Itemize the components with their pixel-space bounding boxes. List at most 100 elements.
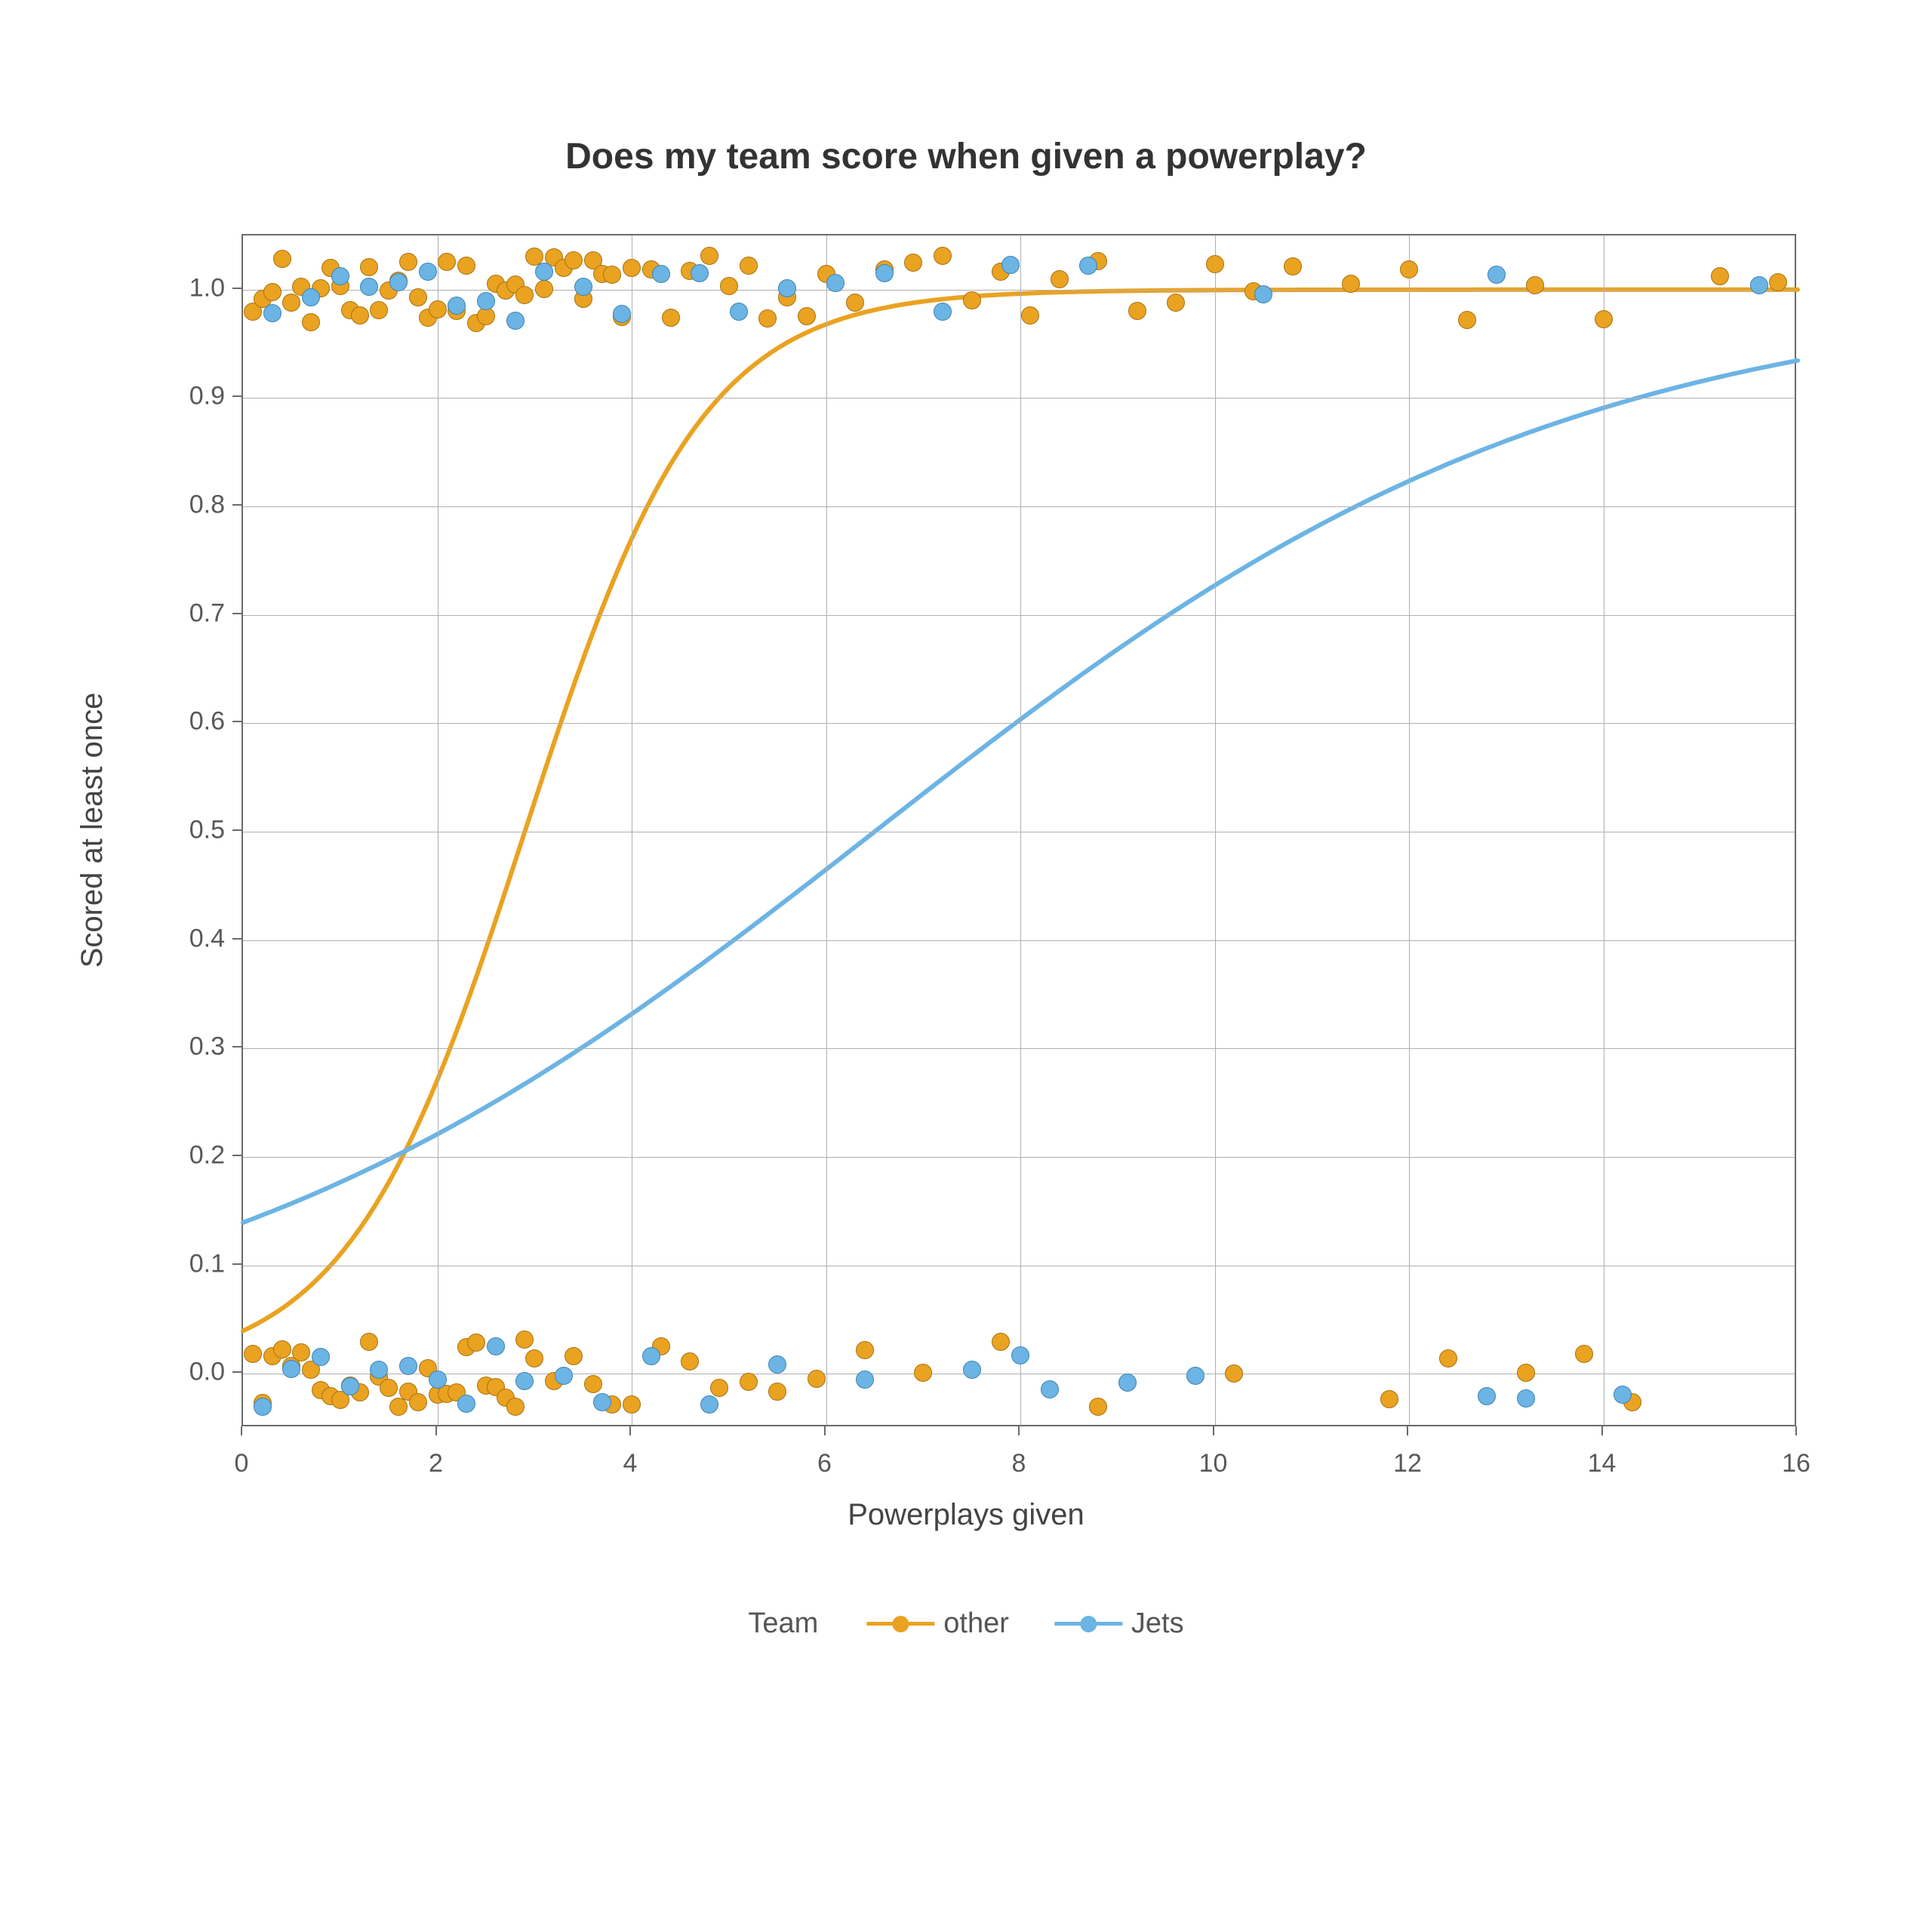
y-tick — [232, 1371, 242, 1373]
point-Jets — [778, 279, 796, 297]
point-other — [768, 1383, 786, 1401]
point-other — [565, 251, 583, 269]
figure-title: Does my team score when given a powerpla… — [0, 136, 1932, 177]
point-other — [914, 1364, 932, 1382]
figure: Does my team score when given a powerpla… — [0, 0, 1932, 1932]
point-Jets — [341, 1377, 359, 1395]
point-other — [1575, 1345, 1593, 1363]
point-other — [1021, 306, 1039, 325]
point-Jets — [1041, 1380, 1059, 1398]
y-tick-label: 0.2 — [165, 1140, 225, 1170]
point-other — [740, 1373, 758, 1391]
point-other — [1458, 311, 1476, 329]
point-other — [360, 1333, 378, 1351]
point-other — [1342, 275, 1360, 293]
y-tick-label: 0.4 — [165, 924, 225, 953]
y-tick — [232, 288, 242, 289]
point-other — [720, 277, 738, 295]
x-tick — [1407, 1426, 1408, 1435]
point-Jets — [1614, 1386, 1632, 1404]
point-Jets — [302, 288, 320, 306]
y-tick-label: 1.0 — [165, 273, 225, 303]
point-Jets — [963, 1361, 981, 1379]
point-Jets — [419, 263, 437, 281]
point-other — [992, 1333, 1010, 1351]
point-other — [808, 1370, 826, 1388]
point-Jets — [448, 297, 466, 315]
x-tick — [1795, 1426, 1797, 1435]
point-other — [535, 280, 553, 298]
x-tick — [1213, 1426, 1214, 1435]
point-other — [758, 309, 777, 328]
point-other — [1167, 294, 1185, 312]
point-Jets — [875, 264, 894, 282]
point-Jets — [535, 263, 553, 281]
x-axis-title: Powerplays given — [0, 1498, 1932, 1532]
y-tick — [232, 613, 242, 614]
gridline-h — [243, 723, 1795, 724]
x-tick — [435, 1426, 437, 1435]
legend-item-other: other — [866, 1607, 1009, 1640]
y-tick-label: 0.7 — [165, 598, 225, 628]
point-other — [1711, 267, 1729, 285]
point-Jets — [826, 274, 844, 292]
point-Jets — [1517, 1389, 1535, 1407]
y-tick-label: 0.9 — [165, 382, 225, 411]
point-other — [856, 1341, 874, 1359]
point-Jets — [652, 265, 670, 283]
point-other — [1089, 1398, 1107, 1416]
point-other — [662, 309, 680, 327]
point-Jets — [389, 273, 408, 291]
point-Jets — [700, 1395, 718, 1414]
point-Jets — [934, 303, 952, 321]
legend-label-other: other — [943, 1607, 1009, 1640]
point-other — [515, 286, 534, 304]
point-other — [1380, 1390, 1398, 1408]
point-other — [467, 1334, 485, 1352]
point-Jets — [856, 1371, 874, 1389]
y-tick — [232, 1263, 242, 1265]
y-tick — [232, 1046, 242, 1048]
point-other — [515, 1331, 534, 1349]
point-Jets — [1750, 276, 1768, 294]
legend-swatch-other — [866, 1622, 934, 1626]
point-Jets — [1001, 256, 1020, 274]
point-other — [273, 1340, 291, 1358]
point-other — [282, 294, 300, 312]
point-other — [292, 1343, 310, 1361]
point-Jets — [574, 278, 592, 296]
x-tick-label: 16 — [1782, 1449, 1810, 1478]
point-Jets — [429, 1371, 447, 1389]
y-tick-label: 0.5 — [165, 816, 225, 845]
y-tick — [232, 938, 242, 940]
gridline-v — [1215, 235, 1216, 1425]
point-Jets — [370, 1361, 388, 1379]
x-tick — [241, 1426, 242, 1435]
legend-swatch-Jets — [1054, 1622, 1122, 1626]
point-other — [244, 1345, 262, 1363]
point-other — [409, 1393, 427, 1411]
x-tick-label: 14 — [1588, 1449, 1617, 1478]
point-other — [623, 259, 641, 277]
point-Jets — [613, 305, 631, 323]
y-tick — [232, 504, 242, 506]
x-tick-label: 6 — [817, 1449, 832, 1478]
point-Jets — [506, 312, 525, 330]
x-tick — [1018, 1426, 1020, 1435]
plot-area — [242, 234, 1796, 1426]
y-tick-label: 0.8 — [165, 491, 225, 520]
legend: Team otherJets — [748, 1607, 1183, 1640]
x-tick-label: 2 — [429, 1449, 443, 1478]
point-Jets — [1079, 257, 1097, 275]
point-other — [565, 1347, 583, 1365]
point-other — [1128, 302, 1146, 320]
point-Jets — [1254, 285, 1272, 303]
point-Jets — [1118, 1374, 1137, 1392]
point-Jets — [263, 304, 281, 322]
y-axis-title: Scored at least once — [75, 693, 109, 968]
point-other — [603, 266, 621, 284]
gridline-v — [1020, 235, 1021, 1425]
y-tick-label: 0.1 — [165, 1249, 225, 1278]
gridline-h — [243, 506, 1795, 507]
point-other — [1284, 257, 1302, 275]
